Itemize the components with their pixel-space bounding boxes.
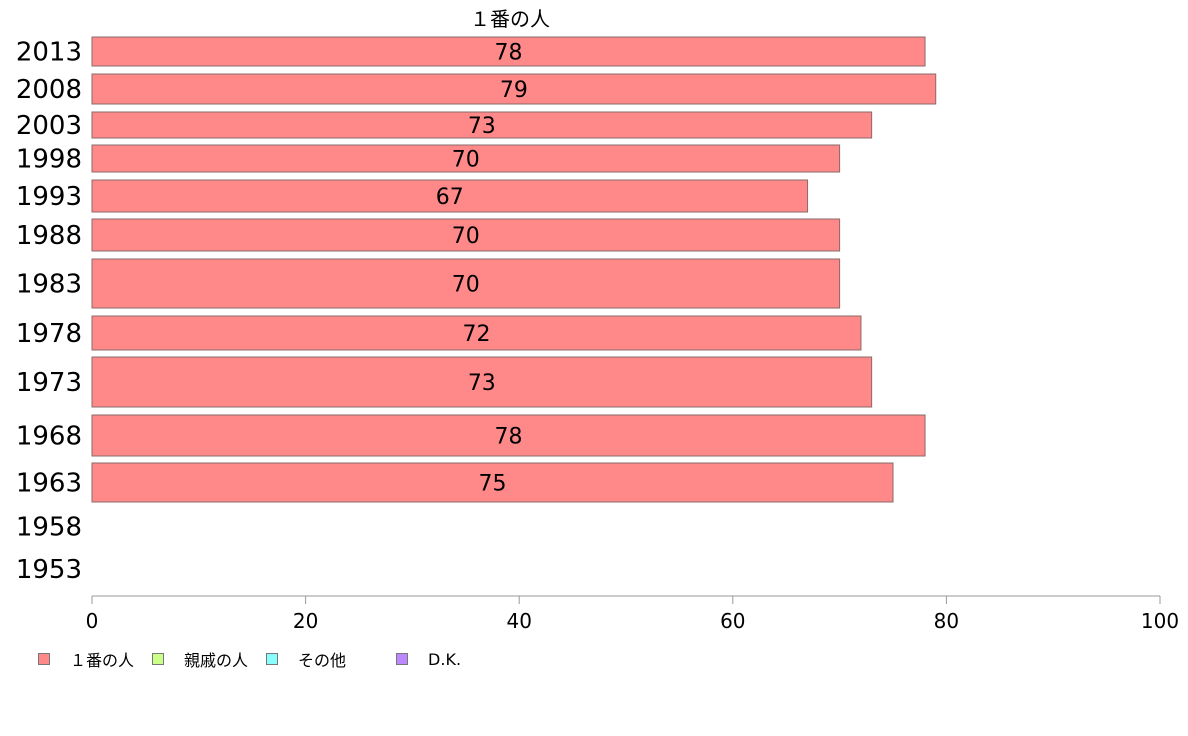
- legend-item-first-person: １番の人: [38, 647, 134, 671]
- y-tick-label: 1973: [16, 368, 82, 398]
- legend-swatch: [152, 653, 165, 665]
- bar: [91, 144, 841, 173]
- bar-value-label: 70: [452, 273, 480, 298]
- bar-value-label: 79: [500, 78, 528, 103]
- bar: [91, 179, 809, 213]
- bar: [91, 111, 873, 139]
- bar: [91, 218, 841, 252]
- bar-value-label: 67: [436, 185, 464, 210]
- bar: [91, 315, 862, 351]
- bar: [91, 462, 894, 503]
- legend-swatch: [266, 653, 279, 665]
- bar-value-label: 78: [495, 425, 523, 450]
- bar-value-label: 78: [495, 41, 523, 66]
- bar: [91, 414, 926, 457]
- y-tick-label: 1988: [16, 221, 82, 251]
- x-axis: 0 20 40 60 80 100: [86, 595, 1179, 633]
- legend-item-other: その他: [266, 647, 346, 671]
- legend-label: １番の人: [70, 651, 135, 670]
- x-tick-label: 0: [86, 609, 99, 633]
- legend-swatch: [396, 653, 409, 665]
- x-tick-label: 60: [720, 609, 745, 633]
- y-tick-label: 1983: [16, 270, 82, 300]
- bar-value-label: 75: [479, 472, 507, 497]
- bar-value-label: 70: [452, 224, 480, 249]
- y-tick-label: 1993: [16, 182, 82, 212]
- bar-value-label: 70: [452, 148, 480, 173]
- bar: [91, 73, 937, 105]
- x-tick-label: 20: [293, 609, 318, 633]
- y-tick-label: 1978: [16, 319, 82, 349]
- y-tick-label: 1953: [16, 555, 82, 585]
- y-tick-label: 1958: [16, 513, 82, 543]
- bar-value-label: 73: [468, 371, 496, 396]
- bar-value-label: 73: [468, 114, 496, 139]
- y-tick-label: 1963: [16, 469, 82, 499]
- bar: [91, 36, 926, 67]
- bar-value-label: 72: [462, 322, 490, 347]
- bar: [91, 356, 873, 408]
- x-tick-label: 100: [1141, 609, 1179, 633]
- legend-item-dk: D.K.: [396, 650, 461, 669]
- legend-label: 親戚の人: [184, 651, 249, 670]
- legend-swatch: [38, 653, 50, 665]
- legend-label: その他: [298, 651, 347, 670]
- y-tick-label: 2003: [16, 111, 82, 141]
- chart-title: １番の人: [470, 7, 550, 31]
- y-tick-label: 1968: [16, 422, 82, 452]
- legend-item-relative: 親戚の人: [152, 647, 248, 671]
- bar: [91, 258, 841, 309]
- legend-label: D.K.: [428, 649, 462, 669]
- y-tick-label: 1998: [16, 145, 82, 175]
- y-tick-label: 2013: [16, 38, 82, 68]
- y-tick-label: 2008: [16, 75, 82, 105]
- legend: １番の人 親戚の人 その他 D.K.: [38, 648, 479, 670]
- x-tick-label: 80: [934, 609, 959, 633]
- x-tick-label: 40: [506, 609, 531, 633]
